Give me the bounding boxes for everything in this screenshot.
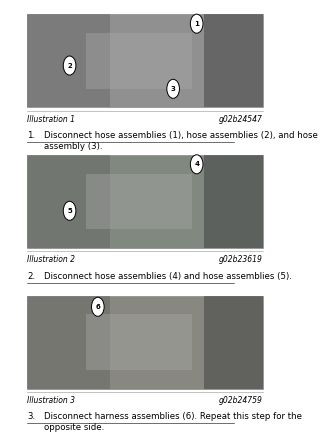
Text: g02b24759: g02b24759: [219, 396, 263, 405]
Text: Illustration 3: Illustration 3: [27, 396, 75, 405]
FancyBboxPatch shape: [27, 155, 109, 248]
Circle shape: [63, 56, 76, 75]
Text: 4: 4: [194, 161, 199, 167]
FancyBboxPatch shape: [27, 14, 109, 107]
Circle shape: [190, 155, 203, 174]
Text: 1.: 1.: [27, 131, 35, 140]
FancyBboxPatch shape: [86, 33, 192, 89]
Text: Disconnect hose assemblies (4) and hose assemblies (5).: Disconnect hose assemblies (4) and hose …: [44, 272, 292, 281]
Text: Disconnect hose assemblies (1), hose assemblies (2), and hose assembly (3).: Disconnect hose assemblies (1), hose ass…: [44, 131, 318, 151]
FancyBboxPatch shape: [86, 314, 192, 370]
Text: g02b24547: g02b24547: [219, 115, 263, 124]
Circle shape: [190, 14, 203, 33]
Text: 3: 3: [171, 86, 176, 92]
Text: 5: 5: [67, 208, 72, 214]
FancyBboxPatch shape: [27, 296, 263, 389]
FancyBboxPatch shape: [204, 296, 263, 389]
FancyBboxPatch shape: [27, 296, 109, 389]
FancyBboxPatch shape: [204, 14, 263, 107]
Text: Illustration 1: Illustration 1: [27, 115, 75, 124]
Text: 3.: 3.: [27, 413, 35, 421]
Text: g02b23619: g02b23619: [219, 255, 263, 265]
FancyBboxPatch shape: [27, 14, 263, 107]
Circle shape: [167, 79, 180, 98]
Text: 2: 2: [67, 63, 72, 68]
FancyBboxPatch shape: [27, 155, 263, 248]
Text: 6: 6: [95, 304, 100, 310]
Text: 1: 1: [194, 21, 199, 27]
Circle shape: [92, 297, 104, 316]
FancyBboxPatch shape: [204, 155, 263, 248]
Text: Illustration 2: Illustration 2: [27, 255, 75, 265]
Text: Disconnect harness assemblies (6). Repeat this step for the opposite side.: Disconnect harness assemblies (6). Repea…: [44, 413, 302, 432]
Circle shape: [63, 201, 76, 220]
Text: 2.: 2.: [27, 272, 35, 281]
FancyBboxPatch shape: [86, 173, 192, 230]
